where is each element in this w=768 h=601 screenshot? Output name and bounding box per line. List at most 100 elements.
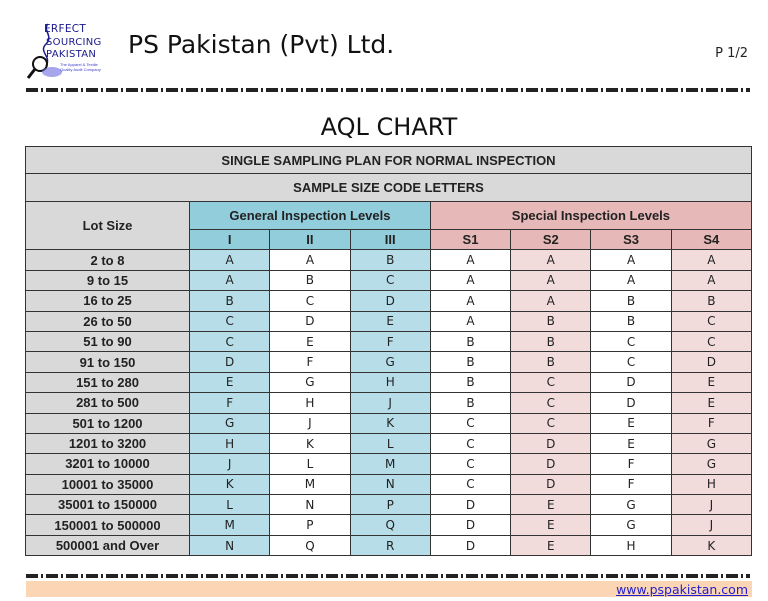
code-letter-cell: M	[188, 514, 271, 536]
code-letter-cell: H	[670, 473, 753, 496]
code-letter-cell: D	[429, 534, 512, 557]
lot-size-cell: 51 to 90	[25, 330, 190, 353]
code-letter-cell: D	[429, 514, 512, 536]
code-letter-cell: C	[510, 412, 592, 434]
code-letter-cell: B	[429, 392, 512, 414]
lot-size-cell: 35001 to 150000	[25, 494, 190, 516]
code-letter-cell: E	[188, 371, 271, 394]
code-letter-cell: G	[269, 371, 351, 394]
code-letter-cell: G	[349, 351, 431, 373]
code-letter-cell: E	[510, 514, 592, 536]
code-letter-cell: K	[349, 412, 431, 434]
code-letter-cell: H	[269, 392, 351, 414]
table-row: 1201 to 3200 H K L C D E G	[25, 432, 753, 455]
code-letter-cell: D	[269, 310, 351, 332]
code-letter-cell: P	[349, 494, 431, 516]
table-row: 150001 to 500000 M P Q D E G J	[25, 514, 753, 536]
code-letter-cell: A	[429, 249, 512, 271]
code-letter-cell: A	[188, 249, 271, 271]
level-header: I	[188, 228, 271, 251]
code-letter-cell: B	[429, 371, 512, 394]
code-letter-cell: B	[269, 269, 351, 292]
code-letter-cell: B	[590, 310, 672, 332]
code-letter-cell: R	[349, 534, 431, 557]
code-letter-cell: D	[349, 290, 431, 312]
lot-size-cell: 2 to 8	[25, 249, 190, 271]
code-letter-cell: L	[349, 432, 431, 455]
table-row: 51 to 90 C E F B B C C	[25, 330, 753, 353]
code-letters-title: SAMPLE SIZE CODE LETTERS	[25, 173, 752, 202]
code-letter-cell: Q	[349, 514, 431, 536]
code-letter-cell: D	[510, 473, 592, 496]
code-letter-cell: C	[510, 392, 592, 414]
code-letter-cell: E	[510, 534, 592, 557]
table-row: 500001 and Over N Q R D E H K	[25, 534, 753, 557]
code-letter-cell: J	[670, 514, 753, 536]
code-letter-cell: A	[429, 269, 512, 292]
page-title: AQL CHART	[320, 113, 458, 141]
code-letter-cell: F	[269, 351, 351, 373]
code-letter-cell: A	[429, 310, 512, 332]
table-row: 9 to 15 A B C A A A A	[25, 269, 753, 292]
code-letter-cell: G	[590, 494, 672, 516]
code-letter-cell: N	[349, 473, 431, 496]
code-letter-cell: L	[269, 453, 351, 475]
code-letter-cell: K	[670, 534, 753, 557]
code-letter-cell: A	[429, 290, 512, 312]
code-letter-cell: C	[670, 330, 753, 353]
code-letter-cell: B	[349, 249, 431, 271]
code-letter-cell: F	[349, 330, 431, 353]
code-letter-cell: C	[269, 290, 351, 312]
code-letter-cell: D	[510, 432, 592, 455]
code-letter-cell: L	[188, 494, 271, 516]
general-levels-header: General Inspection Levels	[189, 201, 431, 230]
lot-size-cell: 1201 to 3200	[25, 432, 190, 455]
footer-divider	[26, 574, 750, 578]
code-letter-cell: C	[590, 351, 672, 373]
code-letter-cell: A	[590, 249, 672, 271]
code-letter-cell: M	[269, 473, 351, 496]
code-letter-cell: J	[349, 392, 431, 414]
lot-size-cell: 281 to 500	[25, 392, 190, 414]
level-header: S3	[590, 228, 672, 251]
footer-band: www.pspakistan.com	[26, 581, 752, 597]
code-letter-cell: C	[429, 412, 512, 434]
table-row: 151 to 280 E G H B C D E	[25, 371, 753, 394]
code-letter-cell: C	[670, 310, 753, 332]
level-header: S2	[510, 228, 592, 251]
code-letter-cell: E	[349, 310, 431, 332]
code-letter-cell: B	[188, 290, 271, 312]
code-letter-cell: G	[188, 412, 271, 434]
code-letter-cell: Q	[269, 534, 351, 557]
lot-size-cell: 10001 to 35000	[25, 473, 190, 496]
code-letter-cell: F	[670, 412, 753, 434]
code-letter-cell: M	[349, 453, 431, 475]
level-header: S1	[429, 228, 512, 251]
code-letter-cell: B	[429, 330, 512, 353]
table-row: 91 to 150 D F G B B C D	[25, 351, 753, 373]
level-header: III	[349, 228, 431, 251]
code-letter-cell: D	[510, 453, 592, 475]
code-letter-cell: F	[590, 453, 672, 475]
code-letter-cell: P	[269, 514, 351, 536]
code-letter-cell: G	[670, 432, 753, 455]
code-letter-cell: F	[590, 473, 672, 496]
lot-size-cell: 500001 and Over	[25, 534, 190, 557]
code-letter-cell: C	[429, 473, 512, 496]
code-letter-cell: B	[510, 330, 592, 353]
table-row: 35001 to 150000 L N P D E G J	[25, 494, 753, 516]
code-letter-cell: D	[590, 392, 672, 414]
lot-size-cell: 3201 to 10000	[25, 453, 190, 475]
code-letter-cell: A	[590, 269, 672, 292]
code-letter-cell: H	[590, 534, 672, 557]
code-letter-cell: D	[429, 494, 512, 516]
code-letter-cell: E	[510, 494, 592, 516]
company-logo: ERFECT SOURCING PAKISTAN The Apparel & T…	[26, 22, 122, 82]
website-link[interactable]: www.pspakistan.com	[616, 582, 748, 597]
code-letter-cell: E	[590, 432, 672, 455]
code-letter-cell: A	[510, 269, 592, 292]
code-letter-cell: G	[670, 453, 753, 475]
code-letter-cell: A	[510, 290, 592, 312]
special-levels-header: Special Inspection Levels	[429, 201, 753, 230]
